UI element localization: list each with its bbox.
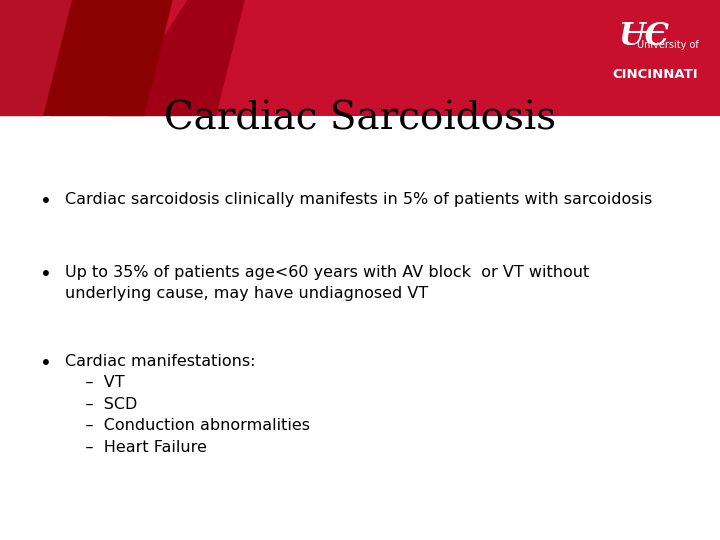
Text: •: • [40, 354, 51, 373]
Polygon shape [108, 0, 245, 116]
Text: Up to 35% of patients age<60 years with AV block  or VT without
underlying cause: Up to 35% of patients age<60 years with … [65, 265, 589, 301]
Text: Cardiac Sarcoidosis: Cardiac Sarcoidosis [164, 100, 556, 137]
Text: •: • [40, 265, 51, 284]
Text: CINCINNATI: CINCINNATI [613, 68, 698, 81]
Text: •: • [40, 192, 51, 211]
Polygon shape [0, 0, 180, 116]
Polygon shape [50, 0, 173, 116]
Text: Cardiac manifestations:
    –  VT
    –  SCD
    –  Conduction abnormalities
   : Cardiac manifestations: – VT – SCD – Con… [65, 354, 310, 455]
Polygon shape [0, 0, 72, 116]
Text: UC: UC [619, 21, 670, 52]
Text: Cardiac sarcoidosis clinically manifests in 5% of patients with sarcoidosis: Cardiac sarcoidosis clinically manifests… [65, 192, 652, 207]
Text: University of: University of [636, 39, 698, 50]
Bar [0, 0, 720, 116]
